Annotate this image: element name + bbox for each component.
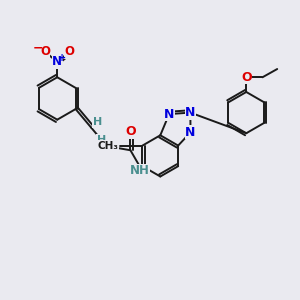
Text: N: N xyxy=(185,106,196,119)
Text: O: O xyxy=(64,45,75,58)
Text: CH₃: CH₃ xyxy=(98,141,119,151)
Text: −: − xyxy=(33,41,44,54)
Text: O: O xyxy=(40,45,50,58)
Text: H: H xyxy=(97,135,106,145)
Text: +: + xyxy=(58,52,67,62)
Text: O: O xyxy=(241,71,252,84)
Text: N: N xyxy=(52,56,62,68)
Text: N: N xyxy=(164,108,174,121)
Text: N: N xyxy=(185,126,196,139)
Text: O: O xyxy=(125,125,136,138)
Text: H: H xyxy=(93,117,102,127)
Text: NH: NH xyxy=(130,164,149,178)
